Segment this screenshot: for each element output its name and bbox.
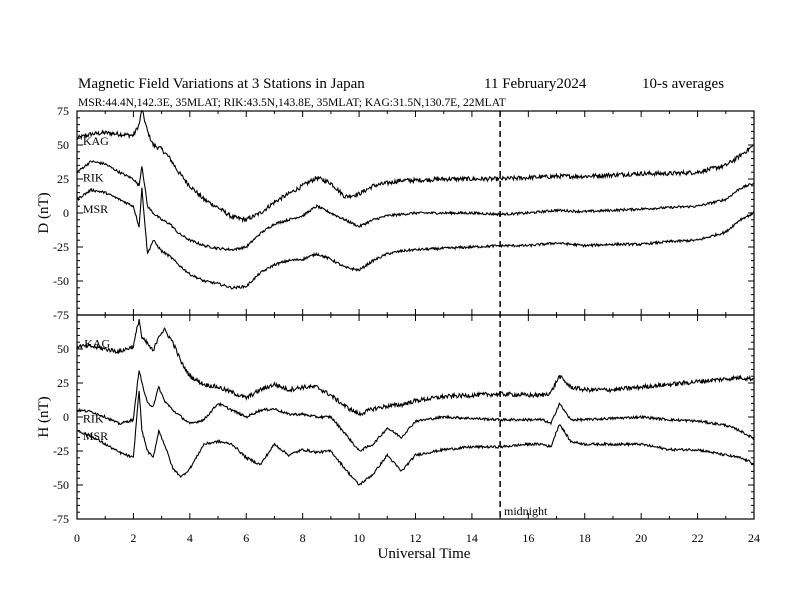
- station-label-kag: KAG: [83, 134, 109, 148]
- series-line-msr: [76, 187, 755, 290]
- chart-title: Magnetic Field Variations at 3 Stations …: [78, 76, 365, 92]
- x-tick-label: 6: [243, 531, 249, 545]
- series-line-kag: [76, 319, 755, 417]
- y-tick-label: 0: [63, 410, 69, 424]
- midnight-annotation: midnight: [504, 504, 548, 518]
- x-tick-label: 16: [522, 531, 534, 545]
- series-line-rik: [76, 370, 755, 452]
- station-label-kag: KAG: [84, 337, 110, 351]
- chart-subtitle: MSR:44.4N,142.3E, 35MLAT; RIK:43.5N,143.…: [78, 97, 506, 109]
- y-tick-label: -50: [53, 478, 69, 492]
- station-label-msr: MSR: [83, 429, 108, 443]
- y-tick-label: -25: [53, 240, 69, 254]
- x-tick-label: 10: [353, 531, 365, 545]
- series-line-msr: [76, 390, 755, 486]
- chart-date: 11 February2024: [484, 76, 587, 92]
- y-axis-label: D (nT): [36, 192, 52, 233]
- x-tick-label: 14: [466, 531, 478, 545]
- y-tick-label: -25: [53, 444, 69, 458]
- station-label-rik: RIK: [83, 171, 104, 185]
- x-tick-label: 4: [187, 531, 193, 545]
- y-tick-label: 50: [57, 138, 69, 152]
- y-tick-label: 25: [57, 172, 69, 186]
- x-axis-label: Universal Time: [378, 546, 471, 562]
- y-tick-label: 0: [63, 206, 69, 220]
- x-axis: 0 2 4 6 8 10 12 14 16 18 20 22 24: [74, 111, 760, 545]
- x-tick-label: 22: [692, 531, 704, 545]
- y-tick-label: -50: [53, 274, 69, 288]
- x-tick-label: 8: [300, 531, 306, 545]
- chart-averaging: 10-s averages: [642, 76, 724, 92]
- y-tick-label: 25: [57, 376, 69, 390]
- station-label-rik: RIK: [83, 411, 104, 425]
- h-panel: 50 25 0 -25 -50 -75 H (nT) KAG RIK MSR: [36, 314, 755, 526]
- x-tick-label: 18: [579, 531, 591, 545]
- x-tick-label: 12: [410, 531, 422, 545]
- y-axis-label: H (nT): [36, 396, 52, 437]
- x-tick-label: 20: [635, 531, 647, 545]
- series-line-rik: [76, 160, 755, 252]
- y-tick-label: 75: [57, 104, 69, 118]
- y-tick-label: -75: [53, 308, 69, 322]
- y-tick-label: 50: [57, 342, 69, 356]
- x-tick-label: 24: [748, 531, 760, 545]
- series-line-kag: [76, 109, 755, 224]
- d-panel: 75 50 25 0 -25 -50 -75 D (nT) KAG RIK MSR: [36, 104, 755, 322]
- x-tick-label: 0: [74, 531, 80, 545]
- x-tick-label: 2: [130, 531, 136, 545]
- y-tick-label: -75: [53, 512, 69, 526]
- station-label-msr: MSR: [83, 202, 108, 216]
